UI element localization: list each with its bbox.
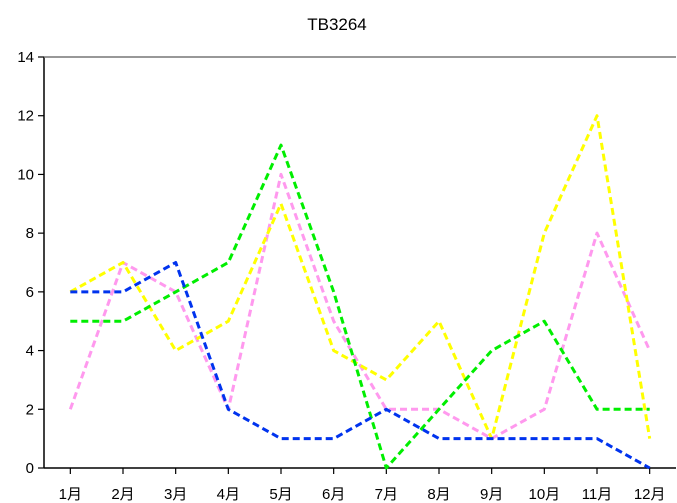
y-tick-label: 14: [17, 49, 34, 66]
axes: 0 2 4 6 8 10 12 14 1月 2月 3月 4月 5月 6月 7月 8月 9月 10月 11月 12月: [17, 49, 676, 503]
x-tick-label: 8月: [427, 486, 450, 503]
x-tick-label: 11月: [582, 486, 613, 503]
x-tick-label: 5月: [269, 486, 292, 503]
x-tick-label: 6月: [322, 486, 345, 503]
series-line-2: [69, 114, 652, 441]
x-tick-label: 7月: [375, 486, 398, 503]
x-tick-label: 12月: [634, 486, 666, 503]
x-tick-label: 10月: [528, 486, 560, 503]
x-tick-label: 4月: [217, 486, 240, 503]
chart-title: TB3264: [307, 15, 367, 34]
series-line-3: [70, 143, 650, 470]
y-tick-label: 2: [26, 401, 34, 418]
y-tick-label: 4: [26, 343, 34, 360]
y-tick-label: 10: [17, 166, 34, 183]
y-tick-label: 0: [26, 460, 34, 477]
series-layer: [68, 114, 652, 470]
x-tick-label: 3月: [164, 486, 187, 503]
series-line-4: [70, 261, 651, 470]
series-line-1: [68, 172, 652, 441]
y-tick-label: 12: [17, 108, 34, 125]
x-tick-label: 1月: [59, 486, 82, 503]
x-tick-label: 2月: [111, 486, 134, 503]
y-tick-label: 8: [26, 225, 34, 242]
x-tick-label: 9月: [480, 486, 503, 503]
y-tick-label: 6: [26, 284, 34, 301]
